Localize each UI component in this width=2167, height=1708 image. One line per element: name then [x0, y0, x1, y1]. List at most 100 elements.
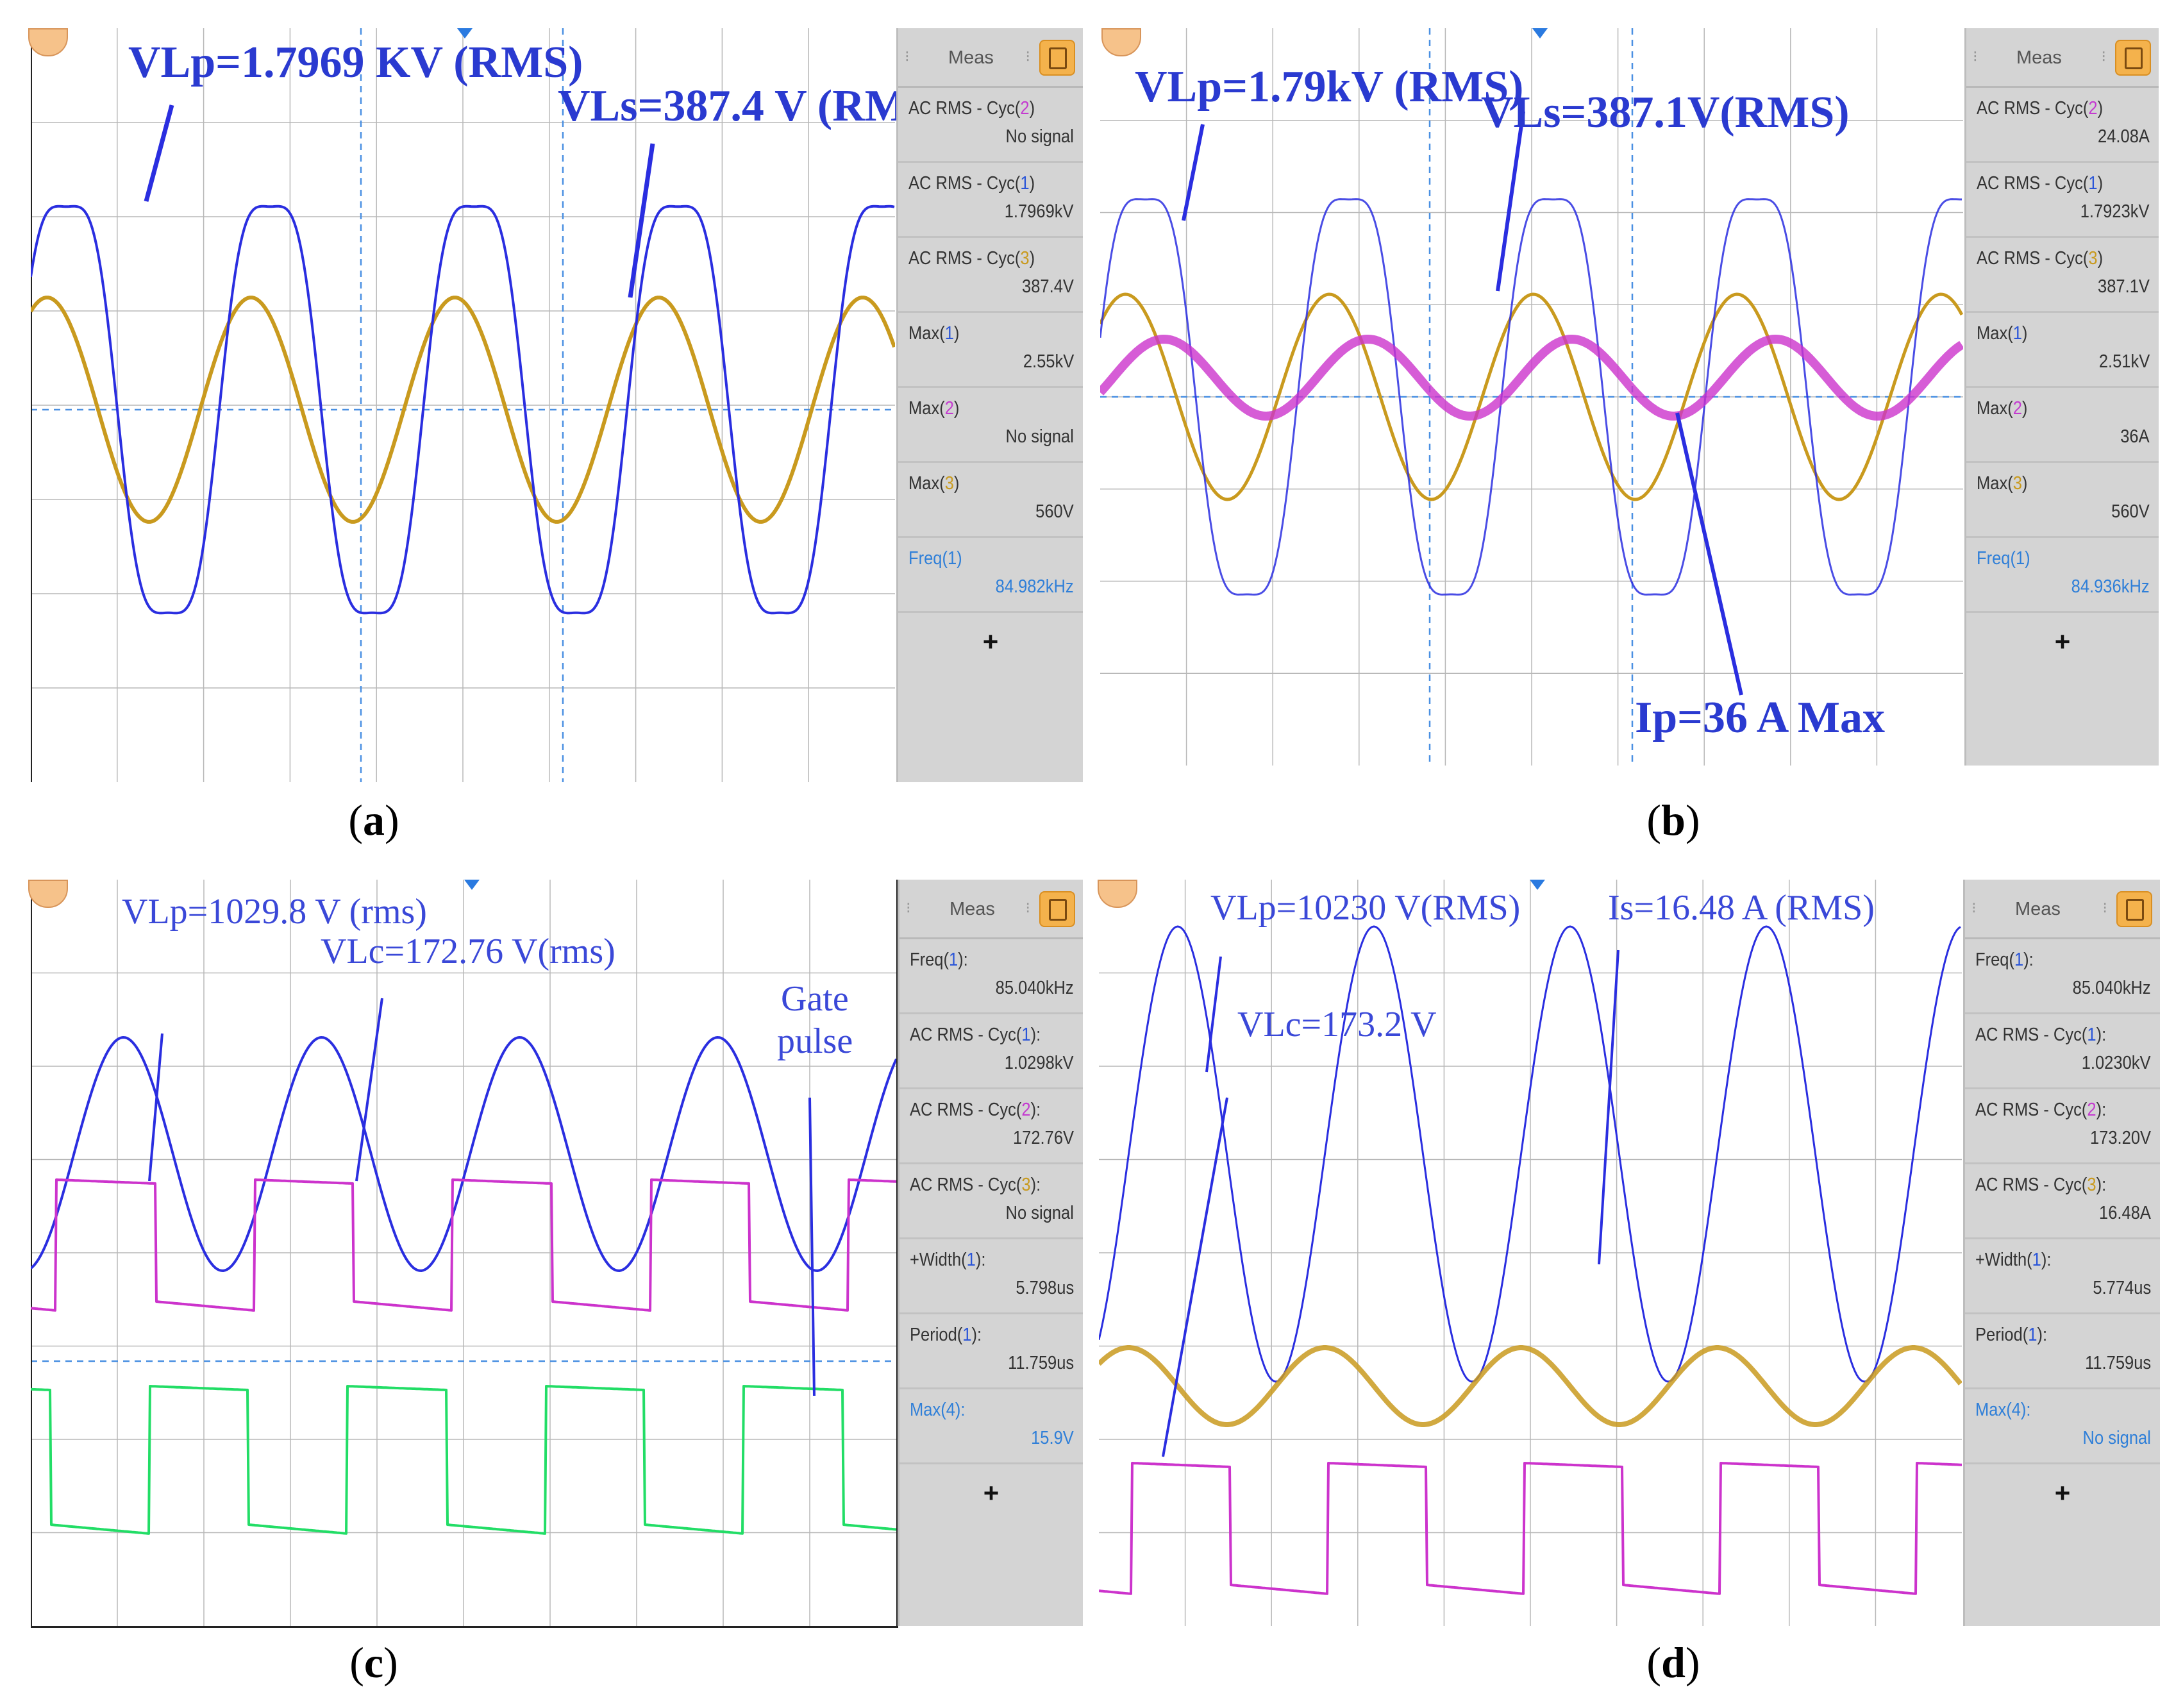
- series-vls-line: [31, 296, 895, 524]
- measurement-label: Freq(1):: [1975, 950, 2034, 970]
- measurement-row[interactable]: AC RMS - Cyc(1) 1.7969kV: [898, 163, 1083, 238]
- measurement-row[interactable]: +Width(1): 5.774us: [1965, 1239, 2160, 1314]
- document-icon[interactable]: [2116, 891, 2152, 927]
- measurement-value: 387.1V: [2098, 276, 2150, 297]
- measurement-row[interactable]: AC RMS - Cyc(1): 1.0230kV: [1965, 1014, 2160, 1089]
- grip-icon[interactable]: ⁝: [1971, 900, 1978, 917]
- measurement-value: 1.0230kV: [2082, 1053, 2151, 1073]
- grip-icon[interactable]: ⁝: [1973, 48, 1979, 65]
- measurement-row[interactable]: AC RMS - Cyc(3) 387.1V: [1966, 238, 2159, 313]
- annotation-pointer: [1598, 950, 1619, 1265]
- measurement-label: AC RMS - Cyc(2):: [910, 1100, 1041, 1120]
- measurement-row[interactable]: Period(1): 11.759us: [1965, 1314, 2160, 1389]
- measurement-row[interactable]: AC RMS - Cyc(3) 387.4V: [898, 238, 1083, 313]
- add-measurement-button[interactable]: +: [982, 626, 999, 657]
- channel-number: 2: [944, 398, 954, 419]
- panel-a: VLp=1.7969 KV (RMS) VLs=387.4 V (RMS) ⁝ M…: [0, 0, 1084, 853]
- series-vlc-line: [31, 1178, 896, 1312]
- measurement-value: 5.774us: [2093, 1278, 2151, 1298]
- measurement-value: 36A: [2120, 426, 2150, 447]
- meas-header: ⁝ Meas ⁝: [899, 880, 1083, 939]
- measurement-row[interactable]: AC RMS - Cyc(2) No signal: [898, 88, 1083, 163]
- grip-icon[interactable]: ⁝: [2101, 48, 2107, 65]
- channel-number: 1: [2088, 173, 2098, 194]
- grip-icon[interactable]: ⁝: [906, 900, 912, 917]
- measurement-row[interactable]: Max(2) 36A: [1966, 388, 2159, 463]
- channel-number: 2: [1021, 1100, 1031, 1120]
- grip-icon[interactable]: ⁝: [1025, 48, 1032, 65]
- measurement-row[interactable]: AC RMS - Cyc(2) 24.08A: [1966, 88, 2159, 163]
- trigger-marker-icon: [1532, 28, 1548, 38]
- add-measurement-button[interactable]: +: [2054, 1478, 2071, 1508]
- scope-svg-a: [31, 28, 895, 782]
- measurement-row[interactable]: Max(2) No signal: [898, 388, 1083, 463]
- grip-icon[interactable]: ⁝: [1025, 900, 1032, 917]
- panel-b: VLp=1.79kV (RMS) VLs=387.1V(RMS) Ip=36 A…: [1084, 0, 2167, 853]
- channel-number: 4: [2011, 1400, 2021, 1420]
- measurement-row[interactable]: Freq(1) 84.936kHz: [1966, 538, 2159, 613]
- measurement-row[interactable]: +Width(1): 5.798us: [899, 1239, 1083, 1314]
- measurement-value: 85.040kHz: [2072, 978, 2151, 998]
- channel-number: 1: [962, 1325, 972, 1345]
- channel-number: 1: [2015, 548, 2025, 569]
- annotation-vlp-d: VLp=10230 V(RMS): [1210, 888, 1521, 928]
- measurement-row[interactable]: Max(1) 2.55kV: [898, 313, 1083, 388]
- document-icon[interactable]: [1039, 891, 1075, 927]
- document-icon[interactable]: [1039, 40, 1075, 76]
- measurement-panel-c: ⁝ Meas ⁝ Freq(1): 85.040kHz AC RMS - Cyc(1): 1…: [898, 880, 1083, 1626]
- measurement-row[interactable]: AC RMS - Cyc(1) 1.7923kV: [1966, 163, 2159, 238]
- measurement-value: No signal: [1005, 1203, 1074, 1223]
- measurement-label: Freq(1): [1977, 548, 2030, 569]
- channel-number: 2: [2012, 398, 2022, 419]
- measurement-value: 5.798us: [1016, 1278, 1074, 1298]
- grip-icon[interactable]: ⁝: [2102, 900, 2109, 917]
- channel-number: 1: [2012, 323, 2022, 344]
- measurement-label: AC RMS - Cyc(3): [908, 248, 1035, 269]
- measurement-row[interactable]: Max(1) 2.51kV: [1966, 313, 2159, 388]
- measurement-panel-b: ⁝ Meas ⁝ AC RMS - Cyc(2) 24.08A AC RMS - Cyc(…: [1964, 28, 2159, 766]
- measurement-value: 560V: [1035, 501, 1074, 522]
- annotation-pointer: [148, 1033, 163, 1182]
- document-icon[interactable]: [2115, 40, 2151, 76]
- series-ip-line: [1100, 335, 1963, 421]
- measurement-row[interactable]: AC RMS - Cyc(3): 16.48A: [1965, 1164, 2160, 1239]
- measurement-value: No signal: [1005, 126, 1074, 147]
- measurement-value: No signal: [1005, 426, 1074, 447]
- measurement-value: 16.48A: [2099, 1203, 2151, 1223]
- annotation-is-d: Is=16.48 A (RMS): [1608, 888, 1875, 928]
- measurement-row[interactable]: Max(3) 560V: [1966, 463, 2159, 538]
- grip-icon[interactable]: ⁝: [905, 48, 911, 65]
- measurement-row[interactable]: AC RMS - Cyc(3): No signal: [899, 1164, 1083, 1239]
- caption-a: (a): [348, 796, 399, 844]
- measurement-value: 387.4V: [1022, 276, 1074, 297]
- measurement-row[interactable]: Period(1): 11.759us: [899, 1314, 1083, 1389]
- measurement-row[interactable]: Max(3) 560V: [898, 463, 1083, 538]
- channel-number: 1: [2032, 1250, 2041, 1270]
- channel-number: 3: [1020, 248, 1030, 269]
- measurement-label: Max(3): [1977, 473, 2028, 494]
- annotation-pointer: [628, 143, 655, 298]
- annotation-pointer: [1496, 111, 1525, 292]
- scope-display-c: [31, 880, 898, 1628]
- measurement-row[interactable]: AC RMS - Cyc(1): 1.0298kV: [899, 1014, 1083, 1089]
- measurement-row[interactable]: Max(4): No signal: [1965, 1389, 2160, 1464]
- measurement-label: AC RMS - Cyc(2): [908, 98, 1035, 119]
- measurement-row[interactable]: Freq(1): 85.040kHz: [899, 939, 1083, 1014]
- measurement-row[interactable]: Freq(1) 84.982kHz: [898, 538, 1083, 613]
- add-measurement-button[interactable]: +: [983, 1478, 1000, 1508]
- measurement-label: Max(4):: [1975, 1400, 2031, 1420]
- annotation-vlp-b: VLp=1.79kV (RMS): [1135, 62, 1524, 112]
- annotation-gate-c: Gate: [781, 979, 849, 1019]
- series-vlp-line: [1099, 925, 1961, 1383]
- measurement-row[interactable]: Max(4): 15.9V: [899, 1389, 1083, 1464]
- measurement-row[interactable]: AC RMS - Cyc(2): 172.76V: [899, 1089, 1083, 1164]
- series-vlp-line: [1100, 198, 1962, 596]
- measurement-value: 173.20V: [2089, 1128, 2151, 1148]
- measurement-label: Freq(1): [908, 548, 962, 569]
- add-measurement-button[interactable]: +: [2054, 626, 2071, 657]
- scope-display-d: [1099, 880, 1962, 1626]
- measurement-panel-a: ⁝ Meas ⁝ AC RMS - Cyc(2) No signal AC RMS - C…: [896, 28, 1083, 782]
- measurement-row[interactable]: Freq(1): 85.040kHz: [1965, 939, 2160, 1014]
- measurement-row[interactable]: AC RMS - Cyc(2): 173.20V: [1965, 1089, 2160, 1164]
- measurement-panel-d: ⁝ Meas ⁝ Freq(1): 85.040kHz AC RMS - Cyc(1): 1…: [1963, 880, 2160, 1626]
